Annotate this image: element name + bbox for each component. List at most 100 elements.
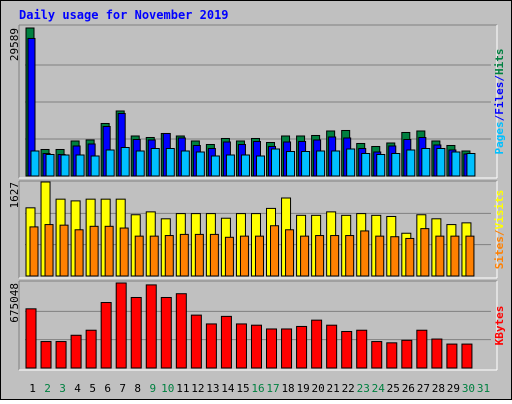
bar-sites-day-8: [134, 235, 144, 277]
bar-pages-day-13: [210, 155, 220, 177]
x-tick-label: 13: [206, 382, 219, 395]
bar-sites-day-20: [315, 235, 325, 277]
panel-kbytes: 675048 KBytes: [8, 280, 506, 371]
x-tick-label: 28: [432, 382, 445, 395]
bar-kbytes-day-10: [160, 296, 172, 369]
series-label-part: Sites: [493, 236, 506, 269]
bar-pages-day-7: [120, 146, 130, 177]
bar-kbytes-day-5: [85, 329, 97, 369]
bars: [25, 181, 475, 277]
series-label-part: Pages: [493, 121, 506, 154]
bar-sites-day-27: [420, 228, 430, 277]
x-tick-label: 5: [89, 382, 96, 395]
bar-kbytes-day-15: [235, 323, 247, 369]
bar-kbytes-day-20: [311, 319, 323, 369]
bar-sites-day-7: [119, 227, 129, 277]
bar-sites-day-14: [224, 236, 234, 277]
bar-kbytes-day-22: [341, 330, 353, 369]
x-tick-label: 26: [402, 382, 415, 395]
bar-kbytes-day-29: [446, 343, 458, 369]
bar-kbytes-day-23: [356, 329, 368, 369]
bar-sites-day-13: [209, 233, 219, 277]
x-tick-label: 7: [119, 382, 126, 395]
bar-kbytes-day-24: [371, 341, 383, 369]
x-tick-label: 24: [372, 382, 386, 395]
x-tick-label: 2: [44, 382, 51, 395]
bar-sites-day-3: [59, 224, 69, 277]
bar-sites-day-1: [29, 226, 39, 277]
bar-kbytes-day-14: [220, 315, 232, 369]
bar-pages-day-4: [75, 154, 85, 177]
bar-kbytes-day-4: [70, 334, 82, 369]
bar-pages-day-1: [30, 150, 40, 177]
bar-kbytes-day-12: [190, 314, 202, 369]
x-tick-label: 3: [59, 382, 66, 395]
x-tick-label: 22: [342, 382, 355, 395]
bar-kbytes-day-7: [115, 282, 127, 369]
x-tick-label: 12: [191, 382, 204, 395]
bar-kbytes-day-8: [130, 296, 142, 369]
x-tick-label: 23: [357, 382, 370, 395]
bar-pages-day-20: [316, 150, 326, 177]
bar-kbytes-day-19: [296, 325, 308, 369]
chart-panels: 29589Pages/Files/Hits1627Sites/Visits675…: [8, 24, 506, 371]
panel-series-label: KBytes: [493, 306, 506, 346]
bar-sites-day-30: [465, 235, 475, 277]
bar-kbytes-day-9: [145, 284, 157, 369]
panel-series-label: Pages/Files/Hits: [493, 49, 506, 155]
bar-sites-day-9: [149, 235, 159, 277]
bar-sites-day-15: [239, 235, 249, 277]
x-tick-label: 8: [134, 382, 141, 395]
bar-kbytes-day-21: [326, 324, 338, 369]
x-tick-label: 9: [149, 382, 156, 395]
bar-sites-day-21: [330, 235, 340, 277]
bar-sites-day-23: [360, 230, 370, 277]
x-tick-label: 29: [447, 382, 460, 395]
bar-pages-day-16: [255, 155, 265, 177]
bar-sites-day-2: [44, 224, 54, 277]
bar-kbytes-day-16: [250, 324, 262, 369]
x-tick-label: 19: [296, 382, 309, 395]
series-label-part: KBytes: [493, 306, 506, 346]
bar-pages-day-28: [436, 147, 446, 177]
bar-pages-day-9: [150, 147, 160, 177]
bar-pages-day-6: [105, 149, 115, 177]
bar-kbytes-day-2: [40, 341, 52, 369]
x-tick-label: 18: [281, 382, 294, 395]
bar-pages-day-22: [346, 148, 356, 177]
bar-sites-day-19: [300, 235, 310, 277]
bar-sites-day-11: [179, 233, 189, 277]
x-tick-label: 17: [266, 382, 279, 395]
bar-pages-day-25: [391, 152, 401, 177]
bar-kbytes-day-28: [431, 338, 443, 369]
bar-kbytes-day-6: [100, 302, 112, 369]
bar-pages-day-29: [451, 151, 461, 177]
bar-sites-day-6: [104, 225, 114, 277]
bar-pages-day-2: [45, 153, 55, 177]
bar-sites-day-10: [164, 235, 174, 277]
x-tick-label: 15: [236, 382, 249, 395]
bar-pages-day-15: [240, 154, 250, 177]
bar-pages-day-5: [90, 155, 100, 177]
y-max-label: 29589: [8, 28, 21, 61]
bar-kbytes-day-17: [266, 328, 278, 369]
bar-sites-day-26: [405, 237, 415, 277]
bar-pages-day-12: [195, 151, 205, 177]
series-label-part: Hits: [493, 49, 506, 76]
bar-sites-day-16: [254, 235, 264, 277]
bar-pages-day-26: [406, 149, 416, 177]
bar-pages-day-14: [225, 154, 235, 177]
bar-kbytes-day-11: [175, 293, 187, 369]
x-tick-label: 10: [161, 382, 174, 395]
x-tick-label: 21: [327, 382, 340, 395]
bar-sites-day-29: [450, 235, 460, 277]
bar-kbytes-day-30: [461, 343, 473, 369]
x-tick-label: 30: [462, 382, 475, 395]
x-tick-label: 16: [251, 382, 264, 395]
panel-hits-files-pages: 29589 Pages/Files/Hits: [8, 24, 506, 179]
bar-sites-day-12: [194, 233, 204, 277]
bar-pages-day-8: [135, 150, 145, 177]
bar-pages-day-30: [466, 152, 476, 177]
